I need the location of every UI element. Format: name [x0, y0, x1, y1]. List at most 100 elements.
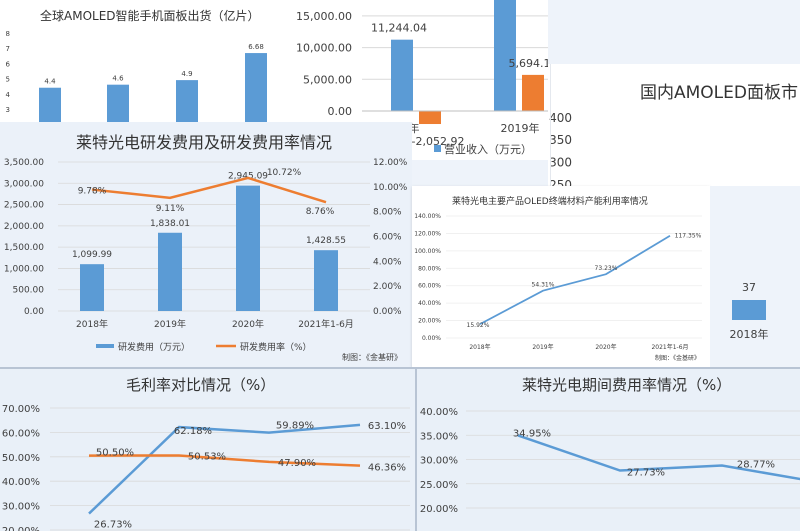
data-label: 8.76% — [306, 207, 335, 217]
data-label: 117.35% — [675, 233, 702, 240]
x-tick-label: 2020年 — [232, 318, 264, 330]
y2-tick-label: 4.00% — [373, 257, 402, 267]
y-tick-label: 3,500.00 — [4, 158, 44, 168]
y-tick-label: 100.00% — [414, 248, 441, 255]
divider-line — [550, 64, 551, 186]
gross-margin-chart: 毛利率对比情况（%） 20.00% 30.00% 40.00% 50.00% 60.00… — [0, 368, 416, 531]
data-label: 47.90% — [278, 458, 316, 469]
x-tick-label: 2021年1-6月 — [651, 343, 688, 351]
rd-expense-chart: 莱特光电研发费用及研发费用率情况 0.00 500.00 1,000.00 1,500… — [0, 122, 412, 368]
x-tick-label: 2019年 — [532, 343, 553, 351]
y-tick-label: 60.00% — [2, 428, 40, 439]
domestic-panel-chart: 国内AMOLED面板市 250 300 350 400 — [548, 64, 800, 186]
data-label: 4.9 — [181, 70, 192, 78]
gross-margin-plot: 20.00% 30.00% 40.00% 50.00% 60.00% 70.00% 26.7… — [2, 404, 410, 531]
data-label: 54.31% — [532, 282, 555, 289]
utilization-chart: 莱特光电主要产品OLED终端材料产能利用率情况 0.00% 20.00% 40.00… — [412, 186, 710, 368]
y-tick-label: 50.00% — [2, 453, 40, 464]
bar — [732, 300, 766, 320]
y-tick-label: 5,000.00 — [303, 73, 352, 86]
data-label: 50.50% — [96, 448, 134, 459]
y-tick-label: 15,000.00 — [296, 10, 352, 23]
y-tick-label: 1,000.00 — [4, 264, 44, 274]
line-rd-rate — [91, 176, 327, 204]
bar-profit — [419, 111, 441, 125]
data-label: 62.18% — [174, 426, 212, 437]
y-tick-label: 400 — [549, 111, 572, 125]
y-tick-label: 40.00% — [418, 300, 441, 307]
y-tick-label: 2,500.00 — [4, 201, 44, 211]
bar-revenue — [391, 39, 413, 111]
y-tick-label: 25.00% — [420, 480, 458, 491]
chart-title: 莱特光电期间费用率情况（%） — [522, 376, 732, 394]
y-tick-label: 70.00% — [2, 404, 40, 415]
data-label: 50.53% — [188, 452, 226, 463]
y-tick-label: 140.00% — [414, 213, 441, 220]
legend-label: 研发费用（万元） — [118, 341, 190, 353]
data-label: 11,244.04 — [371, 22, 427, 35]
y-tick-label: 40.00% — [420, 407, 458, 418]
data-label: -2,052.92 — [412, 135, 465, 148]
bar-rd-expense — [158, 232, 182, 311]
x-tick-label: 2019年 — [501, 121, 540, 135]
domestic-panel-bar-chart: 37 2018年 — [710, 186, 800, 368]
y-tick-label: 7 — [6, 45, 10, 53]
y-tick-label: 0.00 — [24, 307, 44, 317]
y-tick-label: 30.00% — [2, 502, 40, 513]
source-note: 制图：《金基研》 — [655, 354, 700, 362]
bar — [107, 84, 129, 122]
bar-rd-expense — [236, 185, 260, 311]
period-expense-chart: 莱特光电期间费用率情况（%） 20.00% 25.00% 30.00% 35.00% 4… — [416, 368, 800, 531]
y2-tick-label: 12.00% — [373, 158, 408, 168]
legend-label: 营业收入（万元） — [444, 142, 532, 156]
data-label: 1,428.55 — [306, 236, 346, 246]
bar-rd-expense — [314, 250, 338, 311]
y-tick-label: 20.00% — [418, 318, 441, 325]
revenue-plot: 0.005,000.0010,000.0015,000.0011,244.041… — [296, 0, 548, 156]
legend-swatch — [96, 344, 114, 348]
data-label: 26.73% — [94, 520, 132, 531]
y-tick-label: 0.00% — [422, 335, 441, 342]
legend-swatch — [434, 145, 441, 152]
y2-tick-label: 8.00% — [373, 208, 402, 218]
x-tick-label: 2019年 — [154, 318, 186, 330]
source-note: 制图：《金基研》 — [342, 352, 402, 362]
y-tick-label: 10,000.00 — [296, 42, 352, 55]
line-utilization — [479, 234, 671, 325]
x-tick-label: 2020年 — [595, 343, 616, 351]
x-tick-label: 2018年 — [76, 318, 108, 330]
amoled-shipment-chart: 全球AMOLED智能手机面板出货（亿片） 3 4 5 6 7 8 4.4 4.6 4.9 6.68 — [0, 0, 292, 122]
y-tick-label: 350 — [549, 133, 572, 147]
divider — [0, 367, 800, 369]
bar — [39, 87, 61, 122]
y2-tick-label: 2.00% — [373, 282, 402, 292]
y-tick-label: 120.00% — [414, 230, 441, 237]
data-label: 1,099.99 — [72, 250, 112, 260]
bar — [176, 80, 198, 122]
chart-title: 莱特光电研发费用及研发费用率情况 — [76, 133, 333, 152]
data-label: 10.72% — [267, 168, 302, 178]
y-tick-label: 8 — [6, 30, 10, 38]
data-label: 4.4 — [44, 78, 56, 86]
y-tick-label: 35.00% — [420, 431, 458, 442]
y-tick-label: 60.00% — [418, 283, 441, 290]
y2-tick-label: 6.00% — [373, 233, 402, 243]
y-tick-label: 4 — [6, 91, 11, 99]
data-label: 28.77% — [737, 459, 775, 470]
x-tick-label: 2018年 — [469, 343, 490, 351]
amoled-shipment-plot: 3 4 5 6 7 8 4.4 4.6 4.9 6.68 — [6, 30, 267, 122]
y-tick-label: 5 — [6, 76, 10, 84]
data-label: 34.95% — [513, 428, 551, 439]
bar-profit — [522, 74, 544, 111]
line-period-expense — [517, 434, 800, 481]
x-tick-label: 2018年 — [730, 327, 769, 341]
data-label: 27.73% — [627, 468, 665, 479]
legend-label: 研发费用率（%） — [240, 341, 312, 353]
y-tick-label: 20.00% — [420, 504, 458, 515]
y-tick-label: 40.00% — [2, 477, 40, 488]
y-tick-label: 3,000.00 — [4, 179, 44, 189]
y-tick-label: 20.00% — [2, 526, 40, 531]
divider — [415, 368, 417, 531]
chart-title: 莱特光电主要产品OLED终端材料产能利用率情况 — [452, 197, 648, 207]
data-label: 4.6 — [112, 75, 124, 83]
